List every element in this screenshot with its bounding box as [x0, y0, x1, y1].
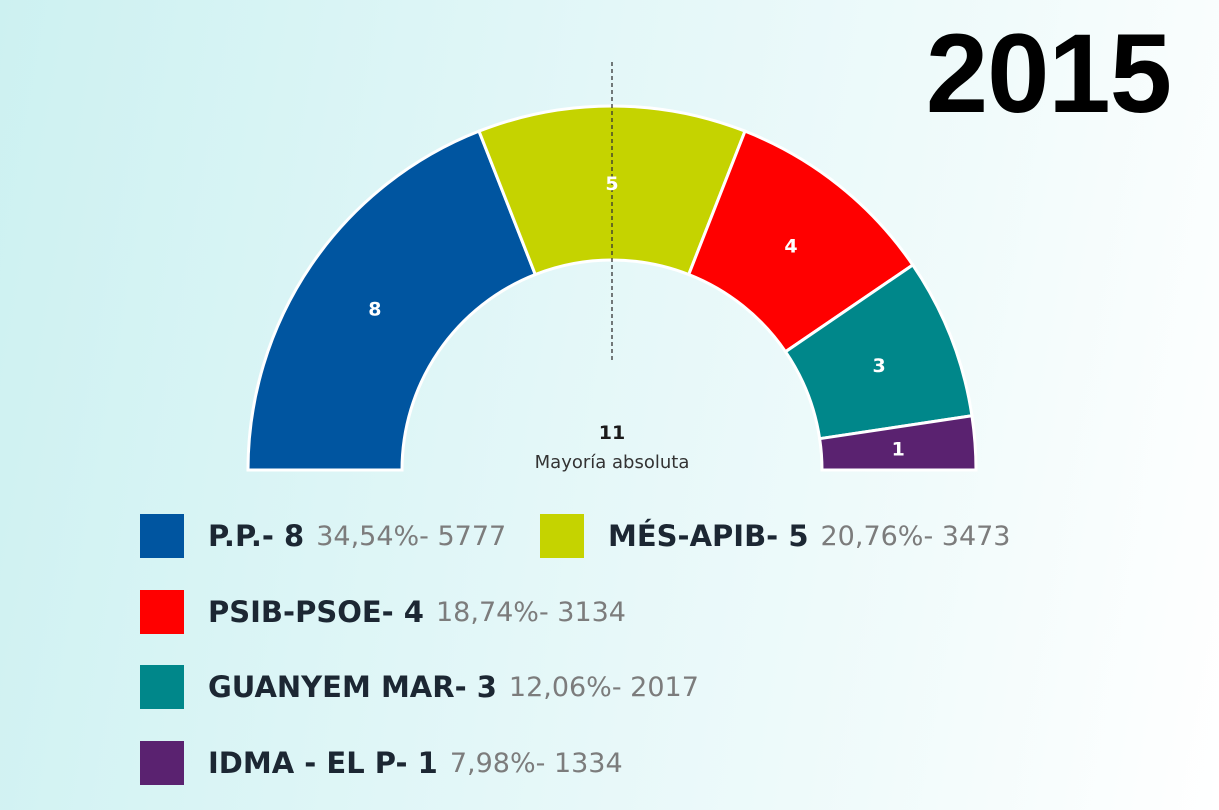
- majority-label: Mayoría absoluta: [534, 452, 690, 473]
- legend-stat-mes: 20,76%- 3473: [820, 520, 1011, 552]
- legend-swatch-guanyem: [140, 665, 184, 709]
- legend-item-mes: MÉS-APIB- 5 20,76%- 3473: [540, 514, 1011, 558]
- legend-swatch-idma: [140, 741, 184, 785]
- legend-label-mes: MÉS-APIB- 5: [608, 519, 809, 553]
- legend-swatch-psib: [140, 590, 184, 634]
- legend-swatch-pp: [140, 514, 184, 558]
- legend-swatch-mes: [540, 514, 584, 558]
- segment-p-p: [246, 129, 538, 472]
- legend-stat-guanyem: 12,06%- 2017: [508, 671, 699, 703]
- segment-label-1: 5: [605, 173, 618, 195]
- legend-item-psib: PSIB-PSOE- 4 18,74%- 3134: [140, 590, 626, 634]
- segment-label-4: 1: [892, 439, 905, 461]
- legend-stat-psib: 18,74%- 3134: [436, 596, 626, 628]
- legend-item-idma: IDMA - EL P- 1 7,98%- 1334: [140, 741, 623, 785]
- majority-value: 11: [598, 422, 626, 444]
- legend-label-pp: P.P.- 8: [208, 519, 305, 553]
- chart-segment-labels: 8 5 4 3 1: [368, 173, 905, 461]
- seat-chart: 8 5 4 3 1: [246, 62, 978, 472]
- segment-idma-el-p: [817, 414, 978, 472]
- year-title: 2015: [925, 11, 1172, 136]
- legend-label-psib: PSIB-PSOE- 4: [208, 595, 424, 629]
- legend-label-guanyem: GUANYEM MAR- 3: [208, 670, 497, 704]
- segment-label-2: 4: [784, 236, 797, 258]
- legend-label-idma: IDMA - EL P- 1: [208, 746, 438, 780]
- legend-item-guanyem: GUANYEM MAR- 3 12,06%- 2017: [140, 665, 699, 709]
- legend-stat-idma: 7,98%- 1334: [449, 747, 623, 779]
- segment-label-3: 3: [873, 355, 886, 377]
- legend-item-pp: P.P.- 8 34,54%- 5777: [140, 514, 506, 558]
- segment-label-0: 8: [368, 298, 381, 320]
- legend-stat-pp: 34,54%- 5777: [316, 520, 507, 552]
